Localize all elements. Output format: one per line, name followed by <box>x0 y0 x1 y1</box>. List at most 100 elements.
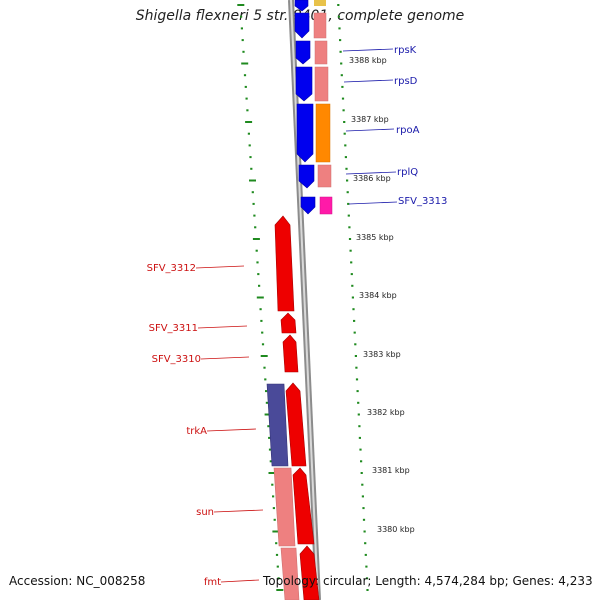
minor-tick <box>264 378 267 381</box>
gene-arrow[interactable] <box>298 164 315 189</box>
minor-tick <box>272 495 275 498</box>
label-leader <box>348 201 398 205</box>
gene-block[interactable] <box>315 103 331 163</box>
minor-tick <box>244 85 247 88</box>
gene-label-SFV_3310[interactable]: SFV_3310 <box>152 354 201 365</box>
minor-tick <box>276 565 279 568</box>
minor-tick <box>361 495 364 498</box>
minor-tick <box>364 542 367 545</box>
minor-tick <box>240 27 243 30</box>
label-leader <box>343 79 394 83</box>
major-tick <box>272 530 280 533</box>
major-tick <box>241 62 249 65</box>
minor-tick <box>341 85 344 88</box>
minor-tick <box>349 249 352 252</box>
left-gene-labels: SFV_3312 SFV_3311 SFV_3310 trkA sun fmt <box>147 263 264 588</box>
gene-label-rpsD[interactable]: rpsD <box>394 76 418 87</box>
minor-tick <box>248 144 251 147</box>
minor-tick <box>259 308 262 311</box>
minor-tick <box>268 448 272 451</box>
minor-tick <box>361 483 364 486</box>
minor-tick <box>365 577 369 580</box>
gene-arrow[interactable] <box>274 215 295 312</box>
gene-block[interactable] <box>313 12 327 39</box>
gene-arrow[interactable] <box>295 66 313 102</box>
label-leader <box>220 579 260 583</box>
minor-tick <box>362 518 366 521</box>
minor-tick <box>350 273 353 276</box>
minor-tick <box>356 390 359 393</box>
right-gene-labels: rpsK rpsD rpoA rplQ SFV_3313 <box>342 45 447 207</box>
gene-label-trkA[interactable]: trkA <box>186 426 207 437</box>
minor-tick <box>251 191 254 194</box>
kbp-label: 3380 kbp <box>377 525 415 534</box>
label-leader <box>213 509 264 513</box>
minor-tick <box>343 121 346 123</box>
forward-strand-genes <box>294 0 316 215</box>
gene-arrow[interactable] <box>294 12 310 39</box>
major-tick <box>252 238 260 240</box>
major-tick <box>245 121 253 123</box>
minor-tick <box>358 425 361 428</box>
gene-arrow[interactable] <box>299 545 320 600</box>
minor-tick <box>273 518 276 521</box>
gene-label-sun[interactable]: sun <box>196 507 214 518</box>
minor-tick <box>265 390 268 393</box>
minor-tick <box>346 179 349 182</box>
minor-tick <box>265 401 268 404</box>
kbp-label: 3387 kbp <box>351 115 389 124</box>
minor-tick <box>256 261 259 264</box>
minor-tick <box>339 50 342 53</box>
gene-label-SFV_3312[interactable]: SFV_3312 <box>147 263 196 274</box>
gene-block[interactable] <box>273 467 296 547</box>
minor-tick <box>355 366 358 369</box>
minor-tick <box>255 249 258 252</box>
kbp-scale: 3388 kbp 3387 kbp 3386 kbp 3385 kbp 3384… <box>349 56 415 534</box>
gene-arrow[interactable] <box>282 334 299 373</box>
gene-arrow[interactable] <box>300 196 316 215</box>
gene-label-SFV_3311[interactable]: SFV_3311 <box>149 323 198 334</box>
minor-tick <box>359 448 362 451</box>
label-leader <box>200 356 250 360</box>
gene-arrow[interactable] <box>296 103 314 163</box>
gene-block[interactable] <box>317 164 332 188</box>
minor-tick <box>267 425 270 428</box>
minor-tick <box>348 226 351 229</box>
gene-block[interactable] <box>266 383 289 467</box>
gene-arrow[interactable] <box>292 467 315 545</box>
minor-tick <box>344 156 347 159</box>
gene-arrow[interactable] <box>294 0 309 12</box>
minor-tick <box>260 319 263 322</box>
gene-block[interactable] <box>319 196 333 215</box>
minor-tick <box>357 401 360 404</box>
gene-arrow[interactable] <box>280 312 297 334</box>
minor-tick <box>252 202 255 205</box>
major-tick <box>276 589 284 591</box>
gene-block[interactable] <box>314 0 326 6</box>
minor-tick <box>357 413 360 416</box>
minor-tick <box>275 542 278 545</box>
gene-arrow[interactable] <box>285 382 307 467</box>
gene-label-SFV_3313[interactable]: SFV_3313 <box>398 196 447 207</box>
gene-label-fmt[interactable]: fmt <box>204 577 221 588</box>
gene-arrow[interactable] <box>295 40 311 65</box>
minor-tick <box>254 226 257 229</box>
minor-tick <box>261 331 264 334</box>
gene-block[interactable] <box>280 547 300 600</box>
gene-block[interactable] <box>314 66 329 102</box>
label-leader <box>345 171 397 175</box>
gene-label-rpsK[interactable]: rpsK <box>394 45 417 56</box>
gene-label-rplQ[interactable]: rplQ <box>397 167 418 178</box>
minor-tick <box>247 132 250 135</box>
minor-tick <box>339 39 342 42</box>
minor-tick <box>269 460 272 463</box>
gene-block[interactable] <box>314 40 328 65</box>
minor-tick <box>340 62 343 65</box>
minor-tick <box>348 238 352 240</box>
minor-tick <box>355 378 359 381</box>
minor-tick <box>253 214 256 217</box>
gene-label-rpoA[interactable]: rpoA <box>396 125 420 136</box>
minor-tick <box>340 74 343 77</box>
major-tick <box>237 4 245 6</box>
